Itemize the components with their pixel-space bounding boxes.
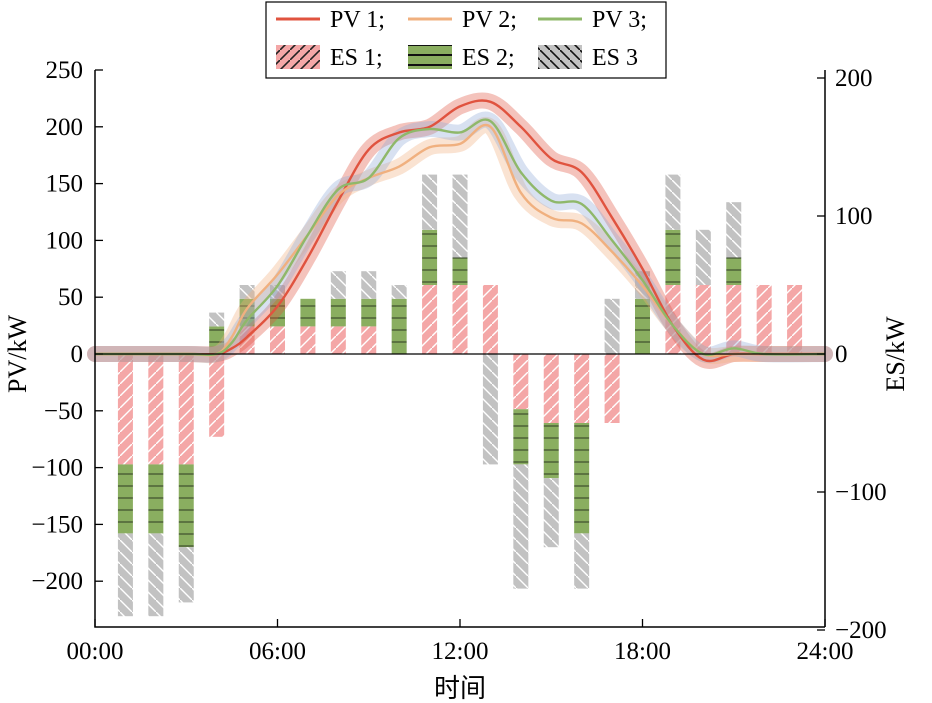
legend-swatch-es2 xyxy=(408,45,452,69)
es-bar-es1 xyxy=(574,354,590,423)
y-right-tick-label: 200 xyxy=(835,65,873,92)
es-bar-es1 xyxy=(148,354,164,465)
es-bar-es3 xyxy=(482,354,498,465)
x-tick-label: 24:00 xyxy=(797,638,854,665)
legend-label-pv1: PV 1; xyxy=(330,7,385,33)
legend-label-pv2: PV 2; xyxy=(462,7,517,33)
es-bar-es2 xyxy=(422,229,438,285)
y-left-tick-label: 200 xyxy=(46,114,84,141)
y-axis-label-left: PV/kW xyxy=(3,315,32,393)
es-bar-es1 xyxy=(452,285,468,354)
y-left-tick-label: 50 xyxy=(58,284,83,311)
x-tick-label: 06:00 xyxy=(249,638,306,665)
es-bar-es2 xyxy=(178,464,194,548)
y-left-tick-label: 150 xyxy=(46,171,84,198)
es-bar-es3 xyxy=(726,202,742,258)
es-bar-es1 xyxy=(117,354,133,465)
es-bar-es3 xyxy=(574,533,590,589)
es-bar-es3 xyxy=(452,174,468,258)
es-bar-es3 xyxy=(665,174,681,230)
es-bar-es1 xyxy=(726,285,742,354)
es-bar-es3 xyxy=(391,285,407,299)
es-bar-es3 xyxy=(178,547,194,603)
es-bar-es1 xyxy=(695,285,711,354)
x-axis-label: 时间 xyxy=(434,674,486,703)
es-bars xyxy=(117,174,803,617)
legend-label-es2: ES 2; xyxy=(462,45,515,71)
es-bar-es1 xyxy=(756,285,772,354)
es-bar-es2 xyxy=(391,298,407,354)
y-axis-label-right: ES/kW xyxy=(881,316,910,392)
es-bar-es1 xyxy=(330,326,346,354)
es-bar-es2 xyxy=(726,257,742,285)
es-bar-es2 xyxy=(452,257,468,285)
es-bar-es1 xyxy=(482,285,498,354)
es-bar-es3 xyxy=(270,285,285,299)
pv-lines xyxy=(87,92,833,369)
es-bar-es3 xyxy=(117,533,133,617)
es-bar-es1 xyxy=(604,354,620,423)
es-bar-es2 xyxy=(513,409,529,465)
y-left-tick-label: 0 xyxy=(71,341,84,368)
legend-label-es1: ES 1; xyxy=(330,45,383,71)
legend-label-es3: ES 3 xyxy=(592,45,638,71)
y-right-tick-label: −100 xyxy=(835,479,887,506)
legend-label-pv3: PV 3; xyxy=(592,7,647,33)
x-tick-label: 18:00 xyxy=(614,638,671,665)
y-left-tick-label: −50 xyxy=(44,398,83,425)
pv-line-pv3 xyxy=(94,118,826,357)
es-bar-es2 xyxy=(543,423,559,479)
es-bar-es3 xyxy=(422,174,438,230)
es-bar-es3 xyxy=(513,464,529,589)
legend-frame xyxy=(265,1,667,79)
y-left-tick-label: 250 xyxy=(46,57,84,84)
es-bar-es2 xyxy=(635,298,650,354)
es-bar-es2 xyxy=(574,423,590,534)
axis-ticks: 250 200 150 100 50 0 −50 −100 −150 −200 200 100 0 −10… xyxy=(31,57,886,665)
es-bar-es2 xyxy=(209,326,225,354)
es-bar-es2 xyxy=(148,464,164,534)
es-bar-es2 xyxy=(361,298,377,327)
es-bar-es1 xyxy=(178,354,194,465)
es-bar-es3 xyxy=(604,298,620,354)
es-bar-es3 xyxy=(209,312,225,327)
x-tick-label: 00:00 xyxy=(67,638,124,665)
es-bar-es3 xyxy=(330,271,346,299)
y-right-tick-label: −200 xyxy=(835,617,887,644)
es-bar-es3 xyxy=(361,271,377,299)
y-left-tick-label: −150 xyxy=(31,511,83,538)
es-bar-es2 xyxy=(270,298,285,327)
legend-swatch-es3 xyxy=(538,45,582,69)
es-bar-es1 xyxy=(422,285,438,354)
es-bar-es1 xyxy=(270,326,285,354)
legend: PV 1; PV 2; PV 3; ES 1; ES 2; ES 3 xyxy=(265,1,667,79)
es-bar-es2 xyxy=(300,298,316,327)
es-bar-es2 xyxy=(117,464,133,534)
es-bar-es2 xyxy=(330,298,346,327)
es-bar-es1 xyxy=(543,354,559,423)
es-bar-es3 xyxy=(695,229,711,285)
es-bar-es3 xyxy=(148,533,164,617)
es-bar-es3 xyxy=(239,285,255,299)
y-left-tick-label: −200 xyxy=(31,568,83,595)
legend-swatch-es1 xyxy=(276,45,320,69)
es-bar-es1 xyxy=(209,354,225,437)
es-bar-es3 xyxy=(543,478,559,548)
y-left-tick-label: −100 xyxy=(31,455,83,482)
y-right-tick-label: 100 xyxy=(835,203,873,230)
x-tick-label: 12:00 xyxy=(432,638,489,665)
es-bar-es1 xyxy=(300,326,316,354)
es-bar-es1 xyxy=(513,354,529,410)
y-right-tick-label: 0 xyxy=(835,341,848,368)
es-bar-es1 xyxy=(665,285,681,354)
es-bar-es1 xyxy=(361,326,377,354)
es-bar-es1 xyxy=(787,285,803,354)
y-left-tick-label: 100 xyxy=(46,227,84,254)
es-bar-es2 xyxy=(665,229,681,285)
